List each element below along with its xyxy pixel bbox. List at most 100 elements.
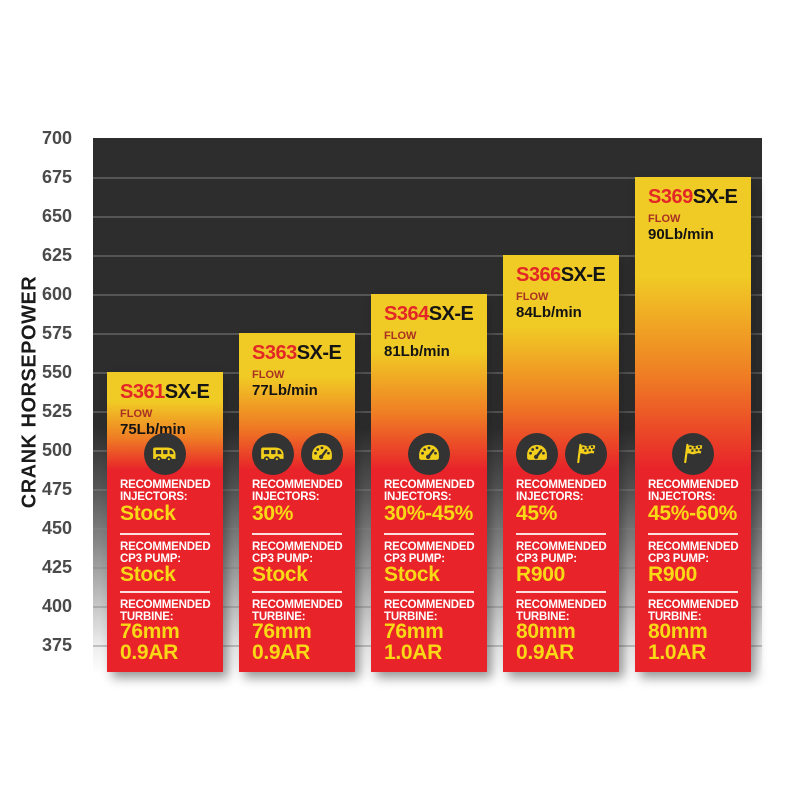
bar-specs: RECOMMENDED INJECTORS: 45% RECOMMENDED C… (503, 433, 619, 672)
injectors-value: 45% (516, 502, 558, 525)
flow-label: FLOW (648, 213, 681, 225)
flow-value: 90Lb/min (648, 226, 714, 243)
y-tick-label: 425 (41, 557, 72, 577)
divider (252, 533, 342, 535)
divider (648, 533, 738, 535)
gauge-icon (408, 433, 450, 475)
bar-specs: RECOMMENDED INJECTORS: 30%-45% RECOMMEND… (371, 433, 487, 672)
y-tick-label: 375 (41, 635, 72, 655)
cp3-pump-value: Stock (252, 563, 308, 586)
model-label: S364SX-E (384, 303, 474, 325)
divider (120, 591, 210, 593)
injectors-label: RECOMMENDED INJECTORS: (648, 479, 739, 503)
model-label: S363SX-E (252, 342, 342, 364)
icons-row (503, 433, 619, 475)
y-tick-label: 475 (41, 479, 72, 499)
y-tick-label: 625 (41, 245, 72, 265)
divider (384, 591, 474, 593)
rv-icon (144, 433, 186, 475)
gauge-icon (515, 433, 558, 475)
model-label: S361SX-E (120, 381, 210, 403)
turbine-value: 76mm 0.9AR (252, 620, 312, 664)
cp3-pump-value: R900 (516, 563, 566, 586)
bar-header: S369SX-E FLOW 90Lb/min (635, 177, 751, 243)
bar-specs: RECOMMENDED INJECTORS: 45%-60% RECOMMEND… (635, 433, 751, 672)
y-tick-label: 400 (41, 596, 72, 616)
y-tick-label: 600 (41, 284, 72, 304)
bar-header: S364SX-E FLOW 81Lb/min (371, 294, 487, 360)
cp3-pump-label: RECOMMENDED CP3 PUMP: (384, 541, 475, 565)
bar-s369: S369SX-E FLOW 90Lb/min RECOMMENDED INJEC… (635, 177, 751, 672)
gridline (93, 255, 762, 257)
cp3-pump-value: Stock (384, 563, 440, 586)
flow-value: 81Lb/min (384, 343, 450, 360)
divider (120, 533, 210, 535)
bar-s366: S366SX-E FLOW 84Lb/min RECOMMENDED INJEC… (503, 255, 619, 672)
model-label: S369SX-E (648, 186, 738, 208)
bar-header: S366SX-E FLOW 84Lb/min (503, 255, 619, 321)
model-label: S366SX-E (516, 264, 606, 286)
cp3-pump-value: Stock (120, 563, 176, 586)
turbine-value: 80mm 1.0AR (648, 620, 708, 664)
y-tick-label: 500 (41, 440, 72, 460)
turbine-value: 76mm 0.9AR (120, 620, 180, 664)
turbine-value: 80mm 0.9AR (516, 620, 576, 664)
y-tick-label: 675 (41, 167, 72, 187)
injectors-value: 30% (252, 502, 294, 525)
plot-area: S361SX-E FLOW 75Lb/min RECOMMENDED INJEC… (93, 138, 762, 675)
y-tick-label: 650 (41, 206, 72, 226)
injectors-value: 45%-60% (648, 502, 737, 525)
bar-header: S361SX-E FLOW 75Lb/min (107, 372, 223, 438)
cp3-pump-label: RECOMMENDED CP3 PUMP: (648, 541, 739, 565)
divider (648, 591, 738, 593)
divider (516, 533, 606, 535)
rv-icon (251, 433, 294, 475)
injectors-value: Stock (120, 502, 176, 525)
divider (384, 533, 474, 535)
turbine-label: RECOMMENDED TURBINE: (120, 599, 211, 623)
turbine-label: RECOMMENDED TURBINE: (648, 599, 739, 623)
y-tick-label: 525 (41, 401, 72, 421)
y-tick-label: 700 (41, 128, 72, 148)
divider (516, 591, 606, 593)
injectors-label: RECOMMENDED INJECTORS: (120, 479, 211, 503)
bar-s361: S361SX-E FLOW 75Lb/min RECOMMENDED INJEC… (107, 372, 223, 672)
flow-value: 77Lb/min (252, 382, 318, 399)
bar-specs: RECOMMENDED INJECTORS: Stock RECOMMENDED… (107, 433, 223, 672)
flow-label: FLOW (120, 408, 153, 420)
y-tick-label: 575 (41, 323, 72, 343)
cp3-pump-label: RECOMMENDED CP3 PUMP: (252, 541, 343, 565)
flow-label: FLOW (516, 291, 549, 303)
cp3-pump-label: RECOMMENDED CP3 PUMP: (120, 541, 211, 565)
bar-s364: S364SX-E FLOW 81Lb/min RECOMMENDED INJEC… (371, 294, 487, 672)
cp3-pump-value: R900 (648, 563, 698, 586)
y-tick-label: 450 (41, 518, 72, 538)
divider (252, 591, 342, 593)
gridline (93, 177, 762, 179)
turbine-label: RECOMMENDED TURBINE: (384, 599, 475, 623)
y-axis-title: CRANK HORSEPOWER (18, 275, 41, 509)
flow-label: FLOW (384, 330, 417, 342)
injectors-label: RECOMMENDED INJECTORS: (252, 479, 343, 503)
icons-row (107, 433, 223, 475)
icons-row (239, 433, 355, 475)
bar-header: S363SX-E FLOW 77Lb/min (239, 333, 355, 399)
flow-label: FLOW (252, 369, 285, 381)
cp3-pump-label: RECOMMENDED CP3 PUMP: (516, 541, 607, 565)
turbine-label: RECOMMENDED TURBINE: (252, 599, 343, 623)
flow-value: 84Lb/min (516, 304, 582, 321)
gridline (93, 216, 762, 218)
gauge-icon (300, 433, 343, 475)
icons-row (635, 433, 751, 475)
turbine-value: 76mm 1.0AR (384, 620, 444, 664)
bar-specs: RECOMMENDED INJECTORS: 30% RECOMMENDED C… (239, 433, 355, 672)
injectors-label: RECOMMENDED INJECTORS: (384, 479, 475, 503)
flag-icon (564, 433, 607, 475)
y-tick-label: 550 (41, 362, 72, 382)
injectors-value: 30%-45% (384, 502, 473, 525)
turbine-label: RECOMMENDED TURBINE: (516, 599, 607, 623)
bar-s363: S363SX-E FLOW 77Lb/min RECOMMENDED INJEC… (239, 333, 355, 672)
injectors-label: RECOMMENDED INJECTORS: (516, 479, 607, 503)
icons-row (371, 433, 487, 475)
